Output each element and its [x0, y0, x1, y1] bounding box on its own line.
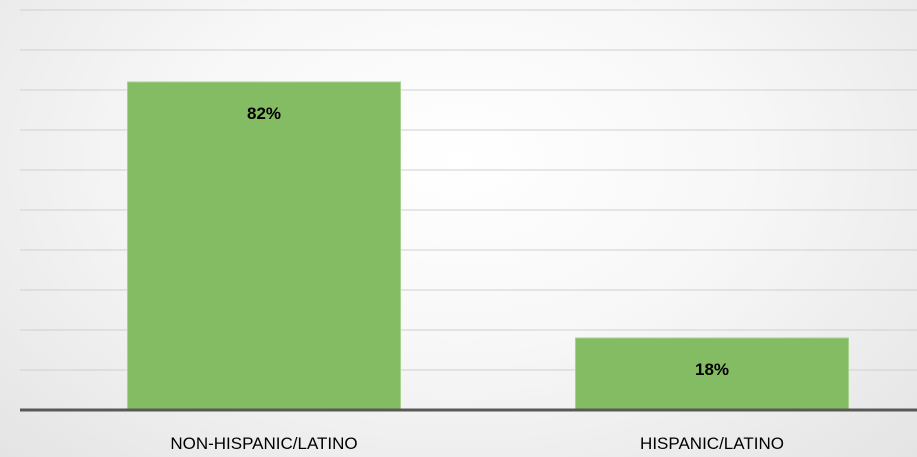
- x-tick-label-1: HISPANIC/LATINO: [640, 434, 784, 453]
- bar-1: [575, 337, 849, 411]
- data-label-0: 82%: [247, 104, 281, 123]
- x-tick-label-0: NON-HISPANIC/LATINO: [170, 434, 357, 453]
- x-tick-labels: NON-HISPANIC/LATINO HISPANIC/LATINO: [170, 434, 784, 453]
- data-labels: 82% 18%: [247, 104, 729, 379]
- bar-series: [127, 81, 849, 411]
- data-label-1: 18%: [695, 360, 729, 379]
- bar-0: [127, 81, 401, 411]
